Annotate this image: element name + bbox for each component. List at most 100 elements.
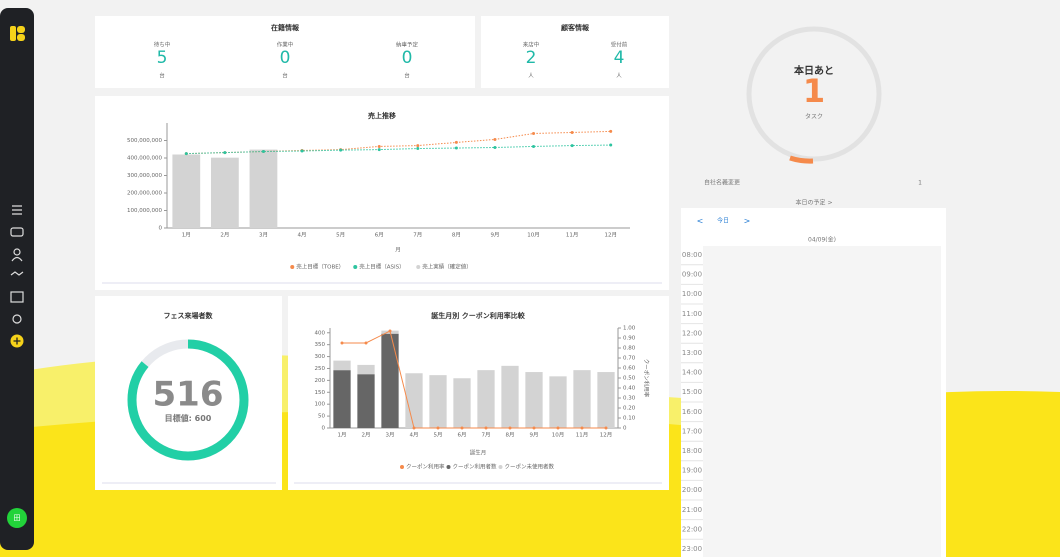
calendar-grid [703,246,941,557]
point [340,341,344,345]
bar [249,149,278,228]
time-label: 08:00 [682,251,702,259]
legend-swatch [400,465,404,469]
bar [429,375,447,428]
bar [210,157,239,228]
gauge-value: 516 [153,375,224,415]
next-button[interactable]: > [744,217,751,226]
x-tick-label: 3月 [386,432,395,439]
y-tick-label: 400 [315,330,326,336]
point [532,426,536,430]
time-label: 19:00 [682,467,702,475]
point [416,147,420,151]
order-count: 1 [918,180,922,187]
x-tick-label: 11月 [576,432,589,439]
bar [405,373,423,428]
point [377,148,381,152]
legend-label: クーポン未使用者数 [505,463,555,471]
time-label: 13:00 [682,349,702,357]
bar [357,364,375,375]
user-avatar[interactable] [7,508,27,528]
today-button[interactable]: 今日 [717,217,729,225]
legend-label: 売上実績（確定値） [422,263,472,271]
target-value: 600 [195,414,212,423]
y-tick-label: 100 [315,402,326,408]
point [416,144,420,148]
line [186,130,611,155]
point [556,426,560,430]
point [300,149,304,153]
point [570,144,574,148]
point [484,426,488,430]
bar [525,372,543,428]
y-tick-label: 0 [159,226,163,232]
legend-swatch [446,465,451,469]
point [184,152,188,156]
point [364,341,368,345]
y2-tick-label: 0.30 [623,396,636,402]
x-tick-label: 11月 [566,232,579,239]
order-label: 自社名義変更 [704,179,740,187]
stat-unit: 人 [528,73,534,80]
time-label: 10:00 [682,290,702,298]
bar [477,370,495,428]
bar [172,154,201,228]
time-label: 20:00 [682,486,702,494]
bar [333,370,351,428]
bar [381,333,399,428]
time-label: 21:00 [682,506,702,514]
time-label: 14:00 [682,369,702,377]
bar [573,370,591,428]
x-tick-label: 7月 [413,232,422,239]
stat-value: 2 [526,48,537,68]
x-tick-label: 5月 [434,432,443,439]
stat-label: 作業中 [277,41,294,49]
prev-button[interactable]: < [697,217,704,226]
point [604,426,608,430]
y2-tick-label: 0.70 [623,356,636,362]
x-tick-label: 1月 [182,232,191,239]
point [609,143,613,147]
task-count: 1 [803,72,825,110]
bar [597,372,615,428]
time-label: 17:00 [682,427,702,435]
stat-value: 0 [402,48,413,68]
point [261,150,265,154]
x-tick-label: 3月 [259,232,268,239]
time-label: 23:00 [682,545,702,553]
y2-tick-label: 0.50 [623,376,636,382]
logo[interactable] [10,26,25,41]
legend-swatch [498,465,503,469]
bar [501,365,519,428]
y-tick-label: 50 [318,414,325,420]
card-title: フェス来場者数 [164,311,214,320]
x-tick-label: 9月 [490,232,499,239]
card-title: 在籍情報 [271,23,300,32]
point [223,151,227,155]
point [454,140,458,144]
x-tick-label: 4月 [298,232,307,239]
y2-tick-label: 0.20 [623,406,636,412]
y-tick-label: 400,000,000 [127,156,162,162]
y-tick-label: 200 [315,378,326,384]
time-label: 18:00 [682,447,702,455]
point [532,132,536,135]
x-tick-label: 2月 [362,432,371,439]
schedule-link[interactable]: 本日の予定 > [796,199,833,207]
point [493,146,497,149]
x-axis-title: 誕生月 [470,449,487,457]
point [388,329,392,333]
y2-tick-label: 0.40 [623,386,636,392]
y2-tick-label: 0.10 [623,416,636,422]
nav-icons[interactable] [10,205,24,324]
point [377,144,381,148]
point [570,130,574,134]
x-axis-title: 月 [395,247,401,254]
stat-unit: 台 [282,72,288,80]
time-label: 22:00 [682,525,702,533]
y-tick-label: 500,000,000 [127,138,162,144]
x-tick-label: 12月 [604,232,617,239]
bar [357,374,375,428]
time-label: 15:00 [682,388,702,396]
y-tick-label: 350 [315,342,326,348]
